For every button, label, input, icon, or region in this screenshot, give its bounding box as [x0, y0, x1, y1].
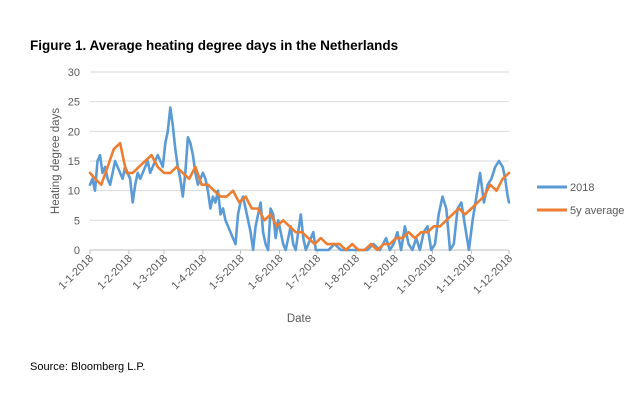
legend-label-2018: 2018 [570, 182, 594, 194]
x-axis-label: Date [287, 313, 311, 325]
series-line-2018 [88, 106, 511, 252]
y-tick-label: 20 [68, 126, 80, 138]
x-tick-label: 1-11-2018 [434, 253, 477, 296]
x-tick-label: 1-2-2018 [95, 253, 135, 293]
source-note: Source: Bloomberg L.P. [30, 361, 146, 373]
y-tick-label: 15 [68, 156, 80, 168]
y-tick-label: 10 [68, 186, 80, 198]
chart-title: Figure 1. Average heating degree days in… [30, 38, 399, 53]
x-tick-label: 1-6-2018 [246, 253, 286, 293]
y-axis-label: Heating degree days [50, 108, 62, 214]
x-tick-label: 1-3-2018 [131, 253, 171, 293]
x-tick-label: 1-9-2018 [361, 253, 401, 293]
y-tick-label: 30 [68, 67, 80, 79]
x-tick-label: 1-8-2018 [322, 253, 362, 293]
series-line-5y-average [88, 141, 511, 252]
x-tick-label: 1-10-2018 [395, 253, 439, 297]
series-lines [88, 106, 511, 252]
x-tick-label: 1-4-2018 [169, 253, 209, 293]
y-tick-label: 0 [74, 245, 80, 257]
x-tick-label: 1-12-2018 [471, 253, 515, 297]
x-tick-label: 1-7-2018 [284, 253, 324, 293]
y-tick-labels: 0 5 10 15 20 25 30 [68, 67, 80, 257]
y-tick-label: 5 [74, 215, 80, 227]
x-tick-label: 1-5-2018 [207, 253, 247, 293]
x-tick-label: 1-1-2018 [56, 253, 96, 293]
legend-label-5y-average: 5y average [570, 205, 624, 217]
legend: 2018 5y average [537, 182, 624, 217]
y-tick-label: 25 [68, 97, 80, 109]
